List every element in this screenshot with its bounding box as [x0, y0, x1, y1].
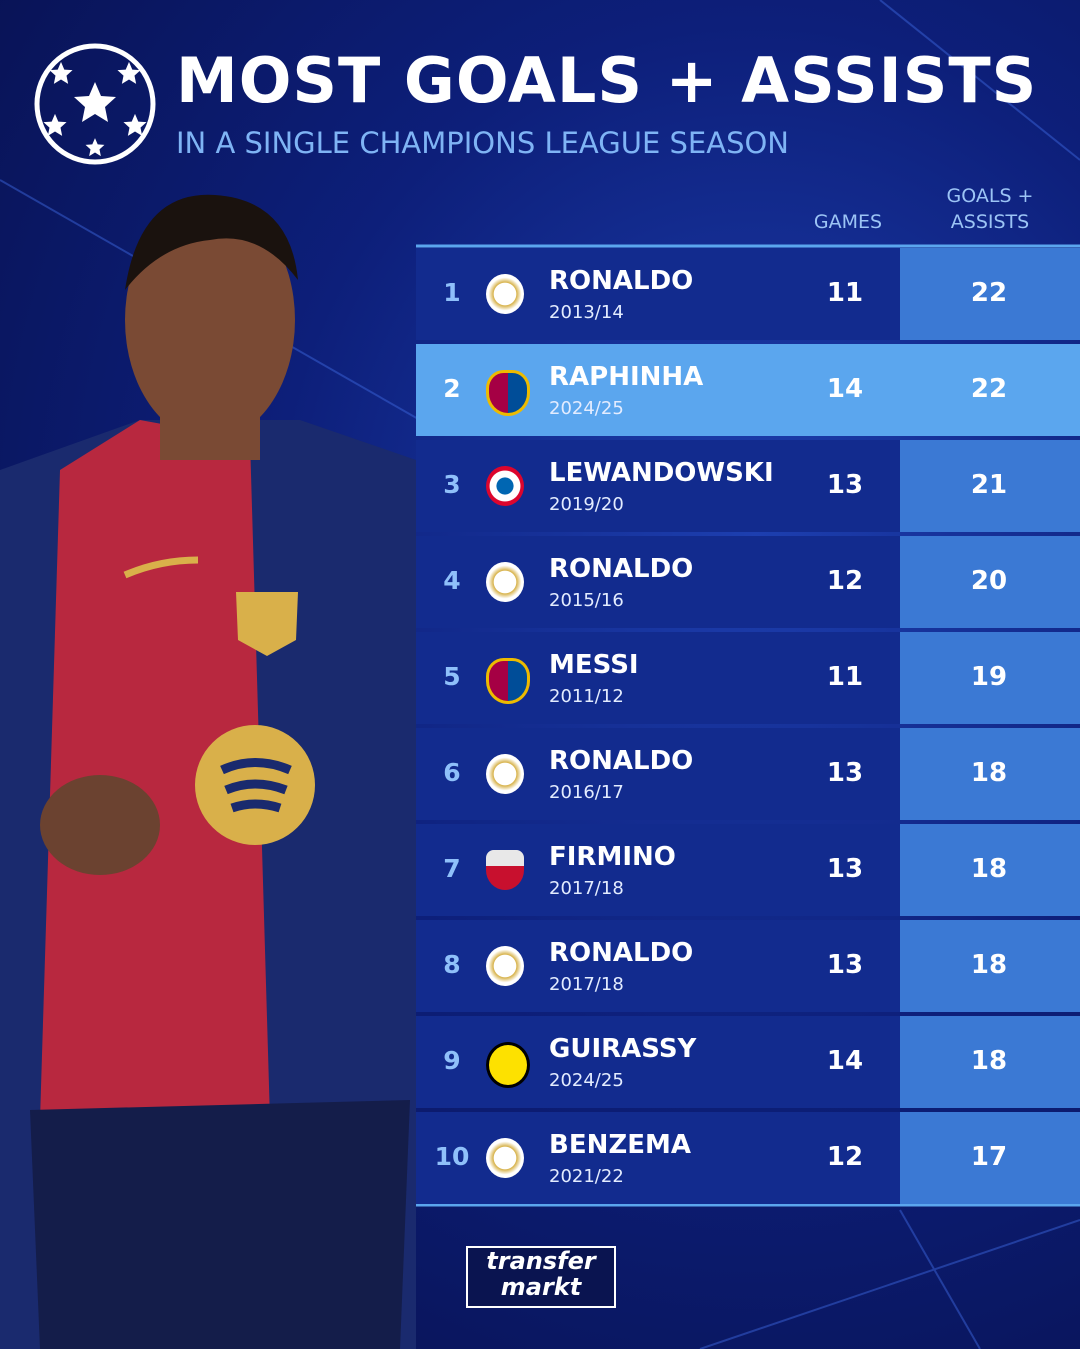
games: 13 [826, 854, 864, 884]
logo: transfer markt [466, 1246, 616, 1308]
highlight-cell [900, 824, 1080, 916]
goals-assists: 22 [970, 278, 1008, 308]
rank: 4 [443, 566, 461, 595]
table-row: 8 RONALDO 2017/18 13 18 [416, 920, 1080, 1012]
goals-assists: 20 [970, 566, 1008, 596]
highlight-cell [900, 728, 1080, 820]
games: 13 [826, 470, 864, 500]
rank: 9 [443, 1046, 461, 1075]
season: 2013/14 [549, 302, 624, 323]
goals-assists: 18 [970, 1046, 1008, 1076]
season: 2017/18 [549, 878, 624, 899]
season: 2019/20 [549, 494, 624, 515]
games: 12 [826, 1142, 864, 1172]
club-crest [486, 754, 524, 794]
season: 2011/12 [549, 686, 624, 707]
club-crest [486, 274, 524, 314]
table-row: 9 GUIRASSY 2024/25 14 18 [416, 1016, 1080, 1108]
highlight-cell [900, 248, 1080, 340]
player-name: LEWANDOWSKI [549, 458, 774, 488]
season: 2015/16 [549, 590, 624, 611]
club-crest [486, 1138, 524, 1178]
table-row: 2 RAPHINHA 2024/25 14 22 [416, 344, 1080, 436]
highlight-cell [900, 536, 1080, 628]
logo-text: transfer [486, 1247, 596, 1275]
goals-assists: 17 [970, 1142, 1008, 1172]
table-row: 3 LEWANDOWSKI 2019/20 13 21 [416, 440, 1080, 532]
logo-text: markt [500, 1273, 582, 1301]
player-name: BENZEMA [549, 1130, 691, 1160]
goals-assists: 18 [970, 758, 1008, 788]
player-name: RONALDO [549, 938, 694, 968]
goals-assists: 18 [970, 854, 1008, 884]
rank: 2 [443, 374, 461, 403]
rank: 6 [443, 758, 461, 787]
table-row: 5 MESSI 2011/12 11 19 [416, 632, 1080, 724]
rank: 5 [443, 662, 461, 691]
player-name: FIRMINO [549, 842, 676, 872]
player-name: GUIRASSY [549, 1034, 697, 1064]
rank: 3 [443, 470, 461, 499]
table-row: 10 BENZEMA 2021/22 12 17 [416, 1112, 1080, 1204]
table-row: 6 RONALDO 2016/17 13 18 [416, 728, 1080, 820]
table-row: 4 RONALDO 2015/16 12 20 [416, 536, 1080, 628]
club-crest [486, 1042, 530, 1088]
table-row: 1 RONALDO 2013/14 11 22 [416, 248, 1080, 340]
player-name: RAPHINHA [549, 362, 704, 392]
club-crest [486, 466, 524, 506]
season: 2017/18 [549, 974, 624, 995]
games: 13 [826, 950, 864, 980]
rank: 1 [443, 278, 461, 307]
season: 2024/25 [549, 398, 624, 419]
highlight-cell [900, 632, 1080, 724]
highlight-cell [900, 344, 1080, 436]
table-row: 7 FIRMINO 2017/18 13 18 [416, 824, 1080, 916]
highlight-cell [900, 1112, 1080, 1204]
club-crest [486, 658, 530, 704]
subtitle: IN A SINGLE CHAMPIONS LEAGUE SEASON [176, 126, 789, 160]
rank: 8 [443, 950, 461, 979]
player-name: RONALDO [549, 554, 694, 584]
goals-assists: 21 [970, 470, 1008, 500]
games: 14 [826, 374, 864, 404]
club-crest [486, 562, 524, 602]
games: 11 [826, 278, 864, 308]
rank: 10 [434, 1142, 470, 1171]
player-illustration [0, 194, 416, 1349]
title: MOST GOALS + ASSISTS [176, 44, 1038, 117]
goals-assists: 18 [970, 950, 1008, 980]
games: 14 [826, 1046, 864, 1076]
club-crest [486, 370, 530, 416]
season: 2021/22 [549, 1166, 624, 1187]
highlight-cell [900, 920, 1080, 1012]
games: 13 [826, 758, 864, 788]
season: 2016/17 [549, 782, 624, 803]
season: 2024/25 [549, 1070, 624, 1091]
highlight-cell [900, 440, 1080, 532]
highlight-cell [900, 1016, 1080, 1108]
club-crest [486, 850, 524, 890]
rank: 7 [443, 854, 461, 883]
column-header: GAMES [813, 211, 883, 233]
games: 12 [826, 566, 864, 596]
player-name: RONALDO [549, 746, 694, 776]
games: 11 [826, 662, 864, 692]
player-name: RONALDO [549, 266, 694, 296]
goals-assists: 19 [970, 662, 1008, 692]
club-crest [486, 946, 524, 986]
column-header: GOALS + ASSISTS [946, 185, 1034, 233]
player-name: MESSI [549, 650, 639, 680]
goals-assists: 22 [970, 374, 1008, 404]
